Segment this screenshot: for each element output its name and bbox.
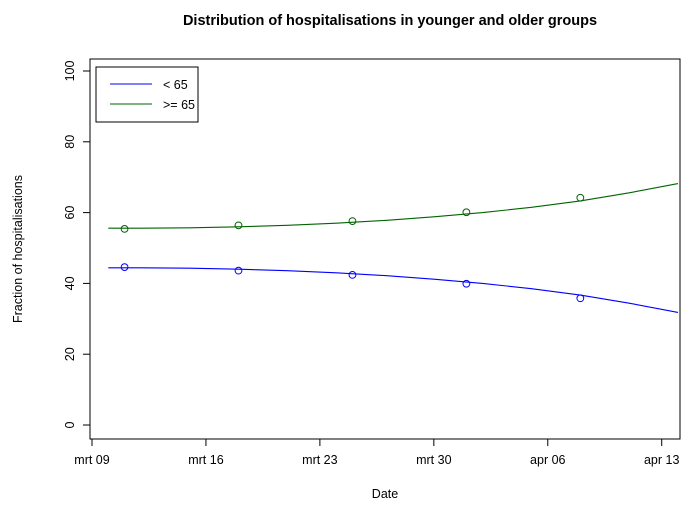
legend-label-65-plus: >= 65 [163,98,195,112]
series-1-point [348,217,357,225]
series-0-point [120,263,129,272]
y-tick-label: 60 [63,206,77,220]
y-tick-label: 100 [63,61,77,82]
series-1-point [120,224,129,233]
series-line-0 [108,267,679,313]
series-0-point [576,294,585,303]
series-layer [108,183,679,313]
legend: < 65 >= 65 [95,66,199,123]
x-tick-label: apr 06 [530,453,565,467]
x-tick-label: mrt 30 [416,453,451,467]
y-axis: 0 20 40 60 80 100 [63,61,91,428]
x-tick-label: mrt 16 [188,453,223,467]
y-tick-label: 40 [63,276,77,290]
legend-box [95,66,199,123]
series-1-point [462,208,471,217]
y-axis-label: Fraction of hospitalisations [11,175,25,323]
legend-label-under-65: < 65 [163,78,188,92]
series-0-point [234,266,243,275]
y-tick-label: 0 [63,421,77,428]
x-tick-label: mrt 23 [302,453,337,467]
series-1-point [576,193,585,202]
x-tick-label: apr 13 [644,453,679,467]
y-tick-label: 80 [63,135,77,149]
series-0-point [462,279,471,288]
x-tick-label: mrt 09 [74,453,109,467]
chart-title: Distribution of hospitalisations in youn… [183,13,597,29]
series-0-point [348,271,357,279]
x-axis-label: Date [372,487,398,501]
x-axis: mrt 09 mrt 16 mrt 23 mrt 30 apr 06 apr 13 [74,438,679,467]
series-line-1 [108,183,679,229]
series-1-point [234,221,243,230]
y-tick-label: 20 [63,347,77,361]
